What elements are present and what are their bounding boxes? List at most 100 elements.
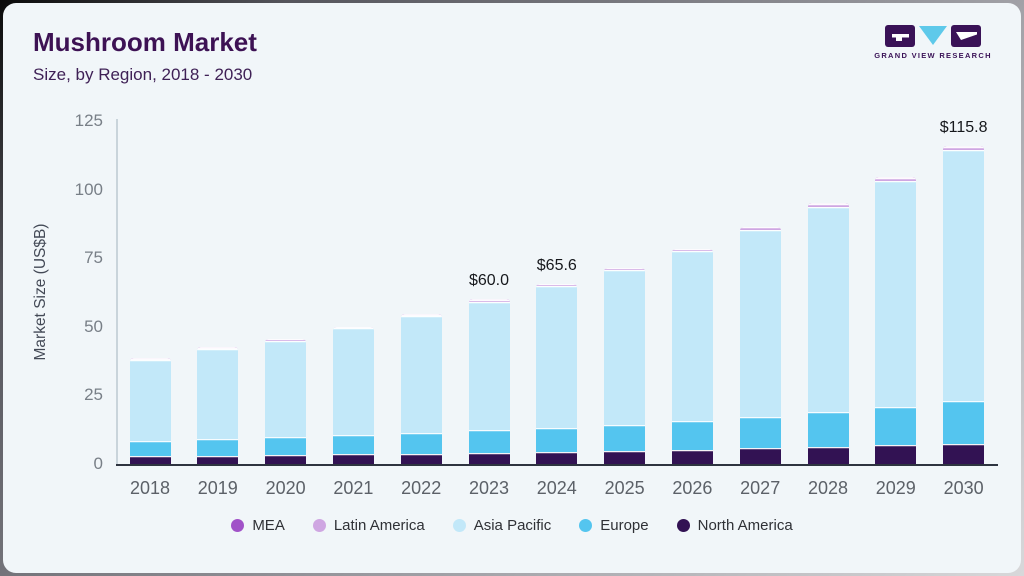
bar-segment-asia-pacific-2021: [332, 328, 374, 436]
bar-segment-europe-2026: [671, 420, 713, 450]
bar-segment-europe-2023: [468, 430, 510, 453]
y-tick-label-100: 100: [74, 179, 103, 199]
bar-2029: [875, 177, 917, 464]
gvr-logo-icon: [885, 25, 981, 47]
bar-2026: [671, 248, 713, 464]
x-tick-label-2018: 2018: [129, 478, 171, 498]
x-tick-label-2022: 2022: [401, 478, 442, 498]
legend-swatch-asia-pacific: [452, 519, 466, 532]
bar-segment-north-america-2020: [265, 454, 307, 464]
bar-segment-asia-pacific-2026: [671, 251, 713, 421]
bar-segment-latin-america-2024: [536, 284, 578, 287]
legend-item-asia-pacific: Asia Pacific: [452, 517, 552, 534]
bar-segment-north-america-2024: [536, 451, 578, 464]
page-subtitle: Size, by Region, 2018 - 2030: [33, 65, 253, 84]
legend-item-north-america: North America: [676, 517, 793, 534]
legend-swatch-latin-america: [312, 519, 326, 532]
bar-segment-asia-pacific-2029: [875, 181, 917, 408]
legend-swatch-mea: [231, 519, 245, 532]
bar-segment-north-america-2027: [739, 448, 781, 464]
bar-segment-north-america-2028: [807, 447, 849, 464]
legend-label-north-america: North America: [697, 517, 793, 534]
bar-2022: [400, 314, 442, 464]
x-tick-label-2023: 2023: [468, 478, 510, 498]
bar-segment-europe-2020: [265, 437, 307, 455]
legend-label-asia-pacific: Asia Pacific: [473, 517, 552, 534]
plot-area: [116, 121, 998, 464]
legend-swatch-north-america: [676, 519, 690, 532]
bar-value-label-2023: $60.0: [468, 272, 510, 290]
stacked-bar-chart: Market Size (US$B) 0 25 50 75 100 125 2018 201…: [3, 3, 1021, 573]
bar-segment-asia-pacific-2023: [468, 301, 510, 431]
x-tick-label-2029: 2029: [875, 478, 916, 498]
x-tick-label-2019: 2019: [197, 478, 238, 498]
legend-item-mea: MEA: [231, 517, 285, 534]
bar-segment-asia-pacific-2019: [197, 349, 239, 440]
bar-segment-asia-pacific-2022: [400, 316, 442, 433]
bar-2020: [265, 338, 307, 464]
legend-item-latin-america: Latin America: [312, 517, 425, 534]
y-tick-label-50: 50: [84, 316, 103, 336]
bar-2025: [604, 267, 646, 464]
y-tick-label-75: 75: [84, 248, 103, 268]
logo-brand-text: GRAND VIEW RESEARCH: [874, 51, 992, 60]
x-tick-label-2030: 2030: [943, 478, 984, 498]
bar-segment-europe-2019: [197, 439, 239, 456]
bar-segment-europe-2029: [875, 407, 917, 446]
bar-segment-latin-america-2021: [332, 327, 374, 329]
y-tick-label-0: 0: [93, 454, 103, 473]
bar-segment-latin-america-2020: [265, 339, 307, 341]
bar-segment-latin-america-2028: [807, 203, 849, 207]
bar-2028: [807, 203, 849, 464]
bar-2023: [468, 299, 510, 464]
page-title: Mushroom Market: [33, 27, 257, 57]
bar-segment-asia-pacific-2024: [536, 286, 578, 428]
bar-segment-latin-america-2025: [604, 268, 646, 271]
bar-segment-mea-2028: [807, 203, 849, 204]
legend-label-latin-america: Latin America: [333, 517, 425, 534]
bar-segment-asia-pacific-2027: [739, 229, 781, 417]
legend: MEA Latin America Asia Pacific Europe North …: [3, 517, 1021, 534]
bar-2019: [197, 347, 239, 464]
bar-segment-latin-america-2030: [943, 146, 985, 151]
bar-2018: [129, 358, 171, 464]
bar-segment-north-america-2026: [671, 449, 713, 464]
legend-swatch-europe: [579, 519, 593, 532]
legend-label-mea: MEA: [252, 517, 285, 534]
legend-label-europe: Europe: [600, 517, 649, 534]
bar-segment-europe-2025: [604, 424, 646, 451]
bar-segment-latin-america-2018: [129, 358, 171, 360]
bar-segment-europe-2021: [332, 435, 374, 455]
bar-segment-asia-pacific-2028: [807, 206, 849, 413]
x-tick-label-2024: 2024: [536, 478, 577, 498]
bar-segment-europe-2030: [943, 401, 985, 444]
x-axis-line: [116, 464, 998, 466]
y-axis-line: [116, 119, 118, 466]
legend-item-europe: Europe: [579, 517, 649, 534]
bar-value-label-2030: $115.8: [939, 119, 988, 137]
bar-segment-north-america-2019: [197, 455, 239, 464]
x-tick-label-2021: 2021: [333, 478, 374, 498]
bar-2024: [536, 284, 578, 464]
bar-segment-north-america-2030: [943, 443, 985, 464]
bar-segment-latin-america-2023: [468, 299, 510, 302]
grand-view-research-logo: GRAND VIEW RESEARCH: [874, 25, 991, 60]
bar-value-label-2024: $65.6: [536, 256, 577, 274]
x-tick-label-2020: 2020: [265, 478, 306, 498]
bar-segment-north-america-2023: [468, 452, 510, 464]
bar-segment-europe-2022: [400, 432, 442, 454]
y-tick-label-125: 125: [74, 111, 103, 130]
bar-segment-asia-pacific-2018: [129, 359, 171, 441]
bar-segment-mea-2027: [739, 226, 781, 228]
x-tick-label-2027: 2027: [740, 478, 781, 498]
chart-card: Mushroom Market Size, by Region, 2018 - …: [3, 3, 1021, 573]
bar-segment-europe-2018: [129, 440, 171, 457]
bar-segment-latin-america-2029: [875, 177, 917, 182]
bar-segment-latin-america-2019: [197, 347, 239, 350]
bar-segment-north-america-2021: [332, 454, 374, 464]
bar-segment-latin-america-2027: [739, 227, 781, 230]
bar-2030: [943, 146, 985, 464]
bar-segment-latin-america-2022: [400, 314, 442, 317]
bar-segment-latin-america-2026: [671, 248, 713, 252]
bar-segment-north-america-2018: [129, 456, 171, 464]
